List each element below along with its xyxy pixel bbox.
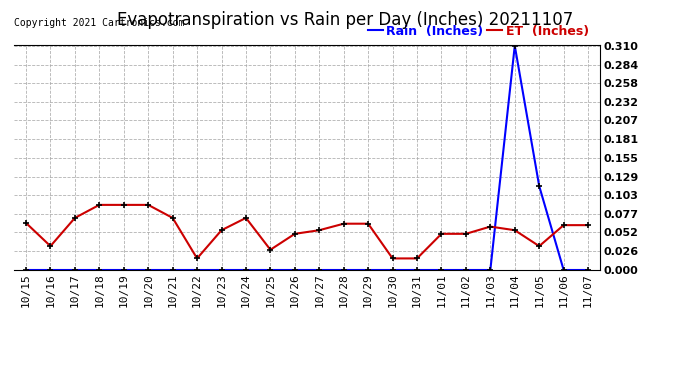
Text: Evapotranspiration vs Rain per Day (Inches) 20211107: Evapotranspiration vs Rain per Day (Inch… <box>117 11 573 29</box>
Text: Copyright 2021 Cartronics.com: Copyright 2021 Cartronics.com <box>14 18 184 28</box>
Legend: Rain  (Inches), ET  (Inches): Rain (Inches), ET (Inches) <box>362 20 594 43</box>
